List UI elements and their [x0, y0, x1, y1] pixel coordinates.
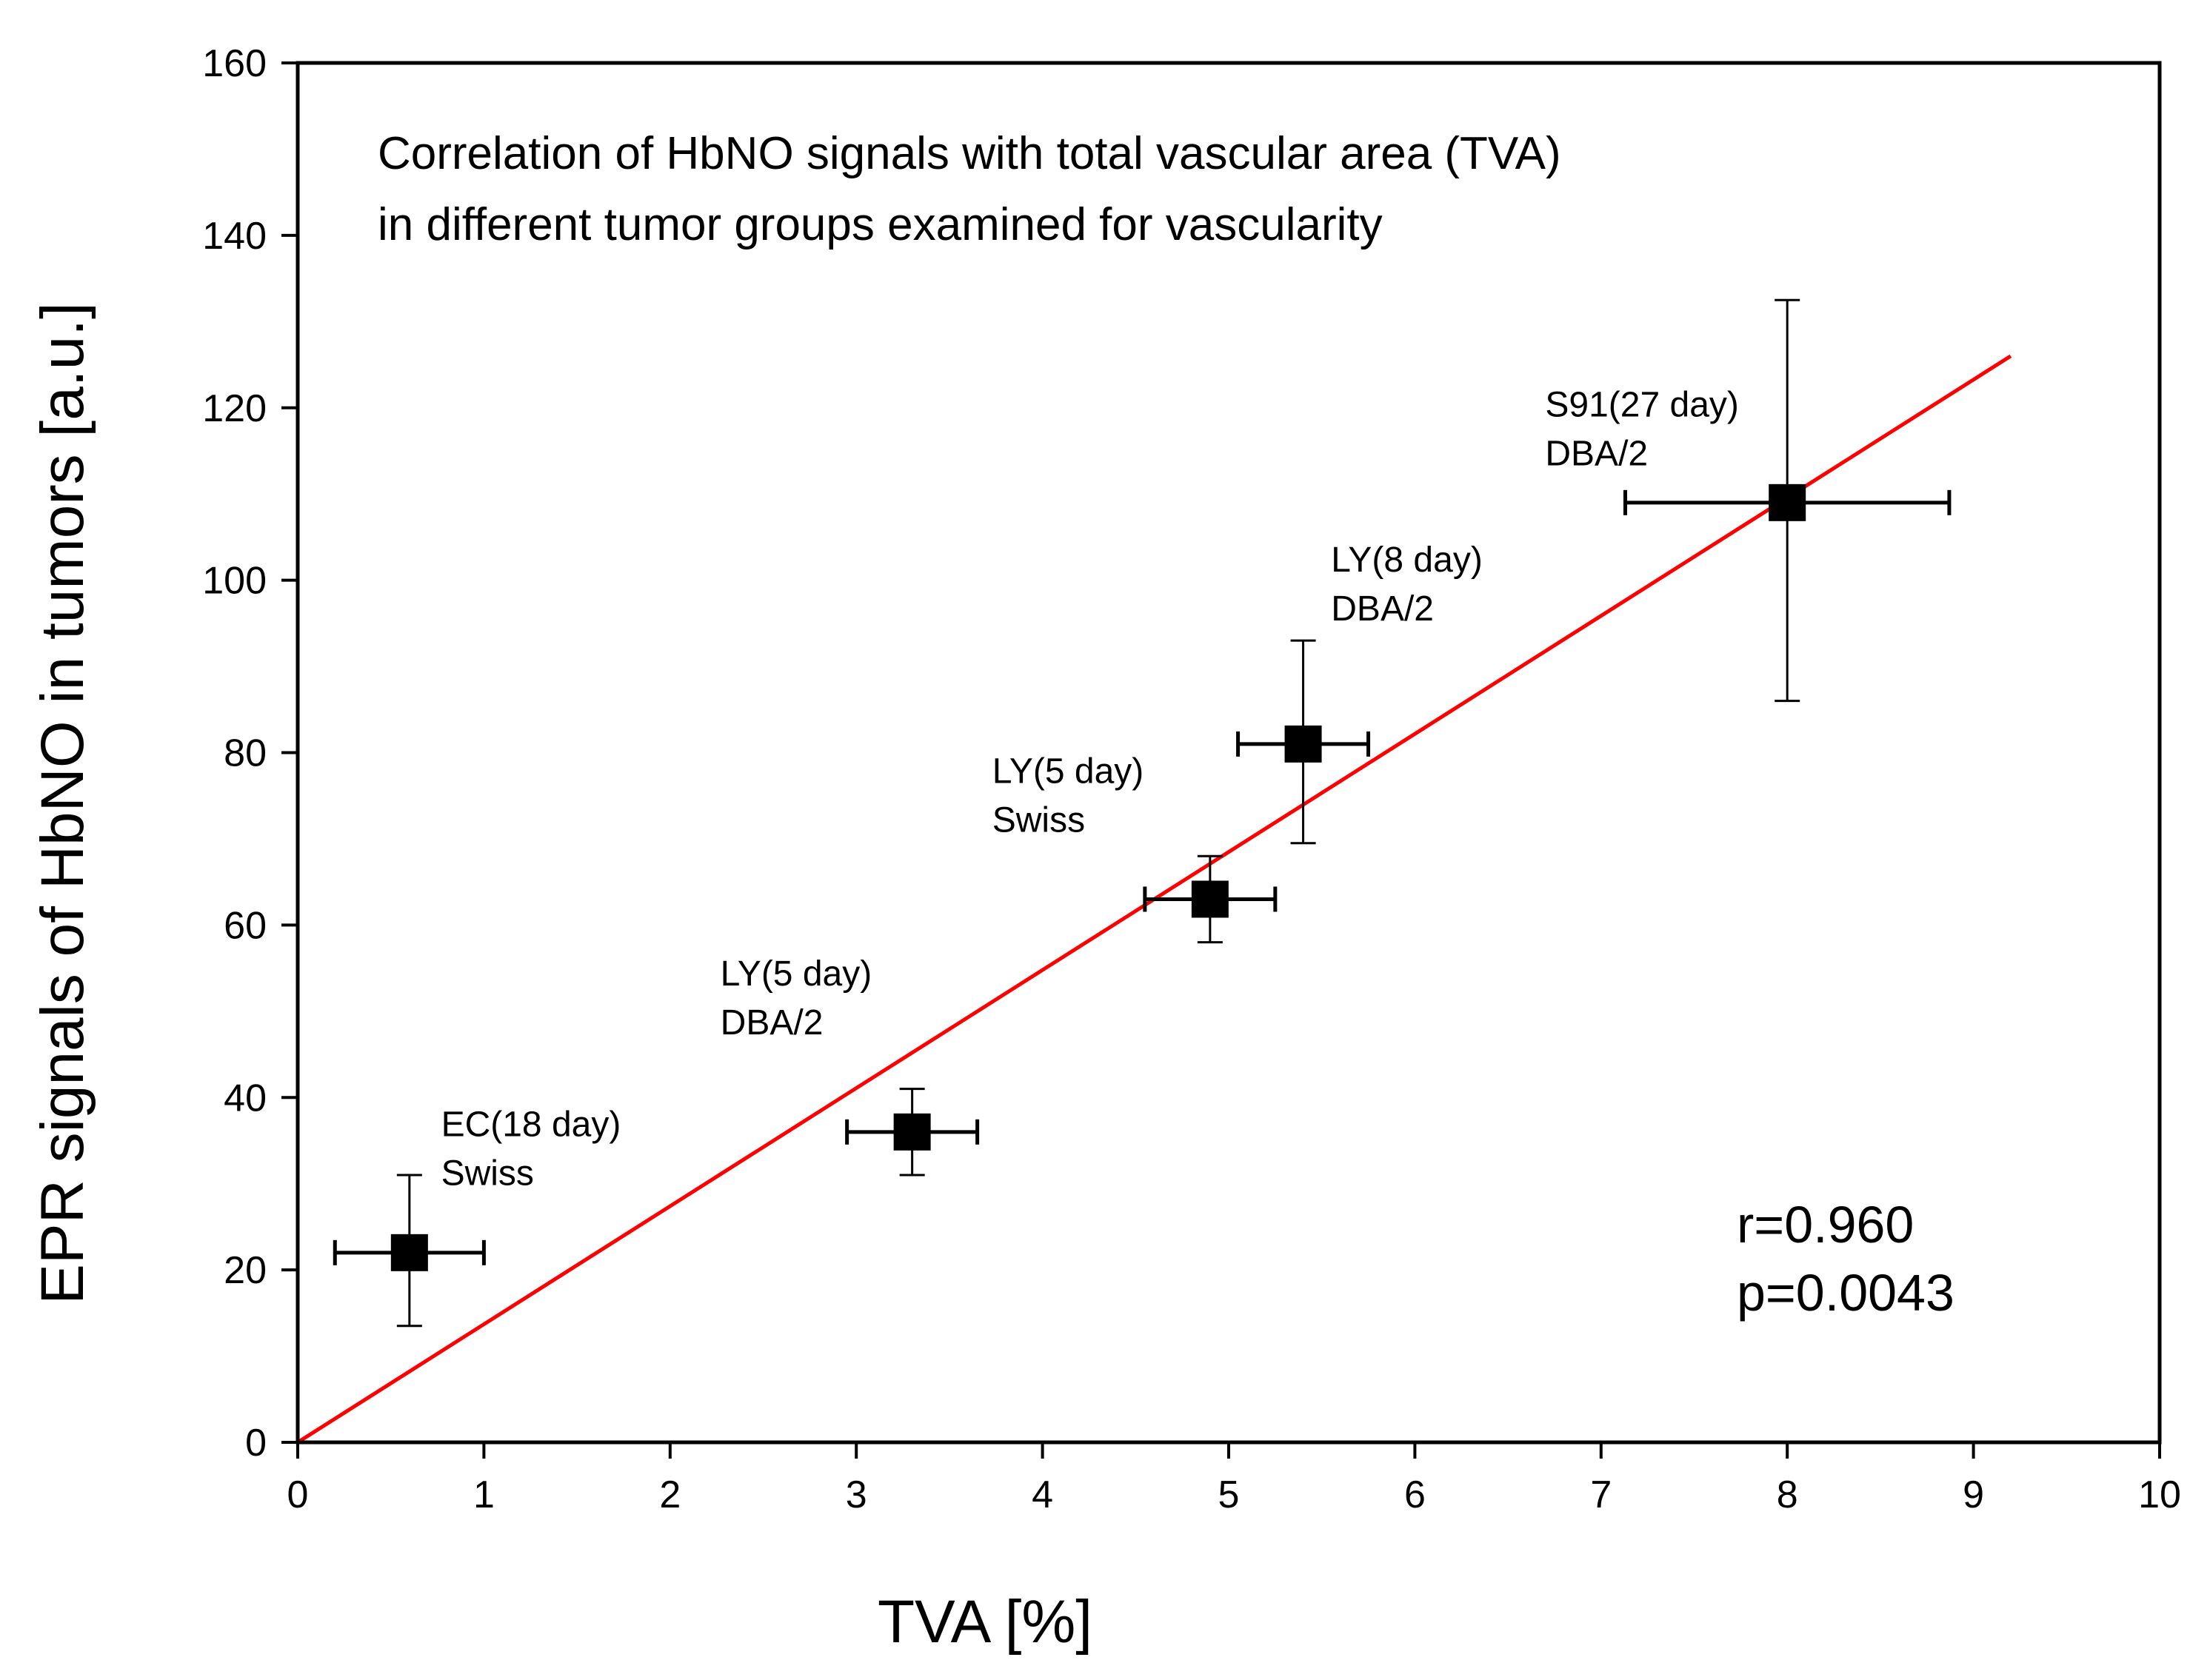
- plot-frame: [296, 61, 2162, 1445]
- data-point-marker: [1769, 483, 1806, 521]
- y-tick-label: 80: [224, 732, 267, 775]
- y-tick-label: 40: [224, 1077, 267, 1120]
- chart-title-line-2: in different tumor groups examined for v…: [378, 199, 1383, 250]
- x-tick-label: 2: [659, 1473, 681, 1516]
- data-point-label: LY(8 day): [1331, 541, 1483, 580]
- data-point-label: DBA/2: [1331, 589, 1434, 629]
- data-point-label: EC(18 day): [441, 1105, 621, 1145]
- x-axis-title: TVA [%]: [878, 1588, 1092, 1656]
- data-point-group: LY(8 day) DBA/2: [1236, 541, 1483, 845]
- y-tick-label: 60: [224, 904, 267, 947]
- x-tick-label: 8: [1777, 1473, 1798, 1516]
- x-tick-label: 3: [846, 1473, 867, 1516]
- stat-r-value: r=0.960: [1737, 1196, 1914, 1254]
- y-tick-label: 100: [202, 560, 267, 603]
- data-point-label: DBA/2: [1545, 434, 1648, 473]
- x-tick-label: 4: [1032, 1473, 1053, 1516]
- x-tick-label: 10: [2138, 1473, 2181, 1516]
- x-tick-label: 1: [473, 1473, 495, 1516]
- y-tick-label: 160: [202, 42, 267, 85]
- data-point-group: S91(27 day) DBA/2: [1545, 298, 1952, 703]
- data-point-marker: [1284, 725, 1322, 763]
- data-point-label: LY(5 day): [992, 752, 1144, 791]
- data-point-label: Swiss: [441, 1154, 534, 1194]
- x-tick-label: 5: [1218, 1473, 1240, 1516]
- data-point-label: LY(5 day): [721, 954, 872, 994]
- data-point-group: LY(5 day) Swiss: [992, 752, 1278, 944]
- data-point-label: Swiss: [992, 800, 1085, 840]
- x-tick-label: 6: [1404, 1473, 1426, 1516]
- x-tick-label: 7: [1590, 1473, 1612, 1516]
- data-point-label: DBA/2: [721, 1003, 824, 1043]
- data-point-group: LY(5 day) DBA/2: [721, 954, 980, 1177]
- y-tick-label: 20: [224, 1249, 267, 1292]
- stat-p-value: p=0.0043: [1737, 1264, 1954, 1322]
- data-point-label: S91(27 day): [1545, 385, 1739, 424]
- x-tick-label: 0: [287, 1473, 309, 1516]
- y-tick-label: 140: [202, 215, 267, 258]
- x-tick-label: 9: [1963, 1473, 1984, 1516]
- y-tick-label: 120: [202, 387, 267, 430]
- data-point-marker: [893, 1113, 931, 1151]
- y-tick-label: 0: [245, 1422, 267, 1465]
- points-layer: EC(18 day) Swiss LY(5 day) DBA/2 LY(5 day) Sw…: [333, 298, 1952, 1328]
- y-axis-title: EPR signals of HbNO in tumors [a.u.]: [29, 302, 96, 1305]
- chart-title-line-1: Correlation of HbNO signals with total v…: [378, 128, 1561, 179]
- data-point-group: EC(18 day) Swiss: [333, 1105, 621, 1328]
- data-point-marker: [1191, 880, 1229, 918]
- data-point-marker: [390, 1234, 428, 1271]
